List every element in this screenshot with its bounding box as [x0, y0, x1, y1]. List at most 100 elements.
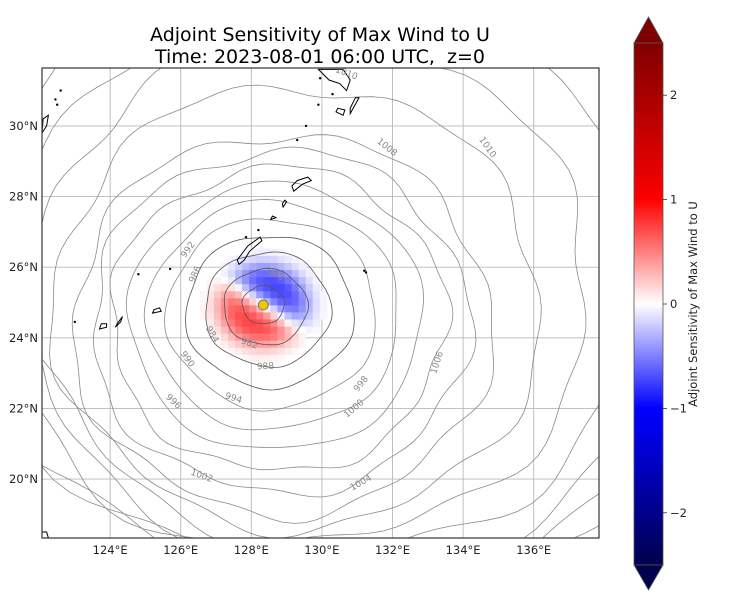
field-cell: [228, 255, 236, 263]
field-cell: [228, 297, 236, 306]
field-cell: [263, 248, 271, 256]
field-cell: [228, 347, 236, 355]
y-axis-ticks: 20°N 22°N 24°N 26°N 28°N 30°N: [9, 119, 38, 486]
field-cell: [277, 312, 285, 320]
isobar-980: [241, 285, 286, 324]
field-cell: [291, 290, 300, 299]
y-tick-label: 30°N: [9, 119, 38, 133]
field-cell: [319, 297, 328, 306]
field-cell: [277, 255, 285, 263]
isobar-1004: [42, 68, 599, 538]
field-cell: [206, 326, 215, 334]
field-cell: [221, 319, 229, 327]
field-cell: [270, 255, 278, 263]
field-cell: [277, 326, 285, 334]
field-cell: [242, 340, 250, 348]
field-cell: [249, 333, 257, 341]
field-cell: [206, 319, 215, 327]
y-tick-label: 28°N: [9, 190, 38, 204]
field-cell: [277, 297, 285, 306]
field-cell: [298, 333, 307, 341]
field-cell: [305, 312, 314, 320]
field-cell: [235, 333, 243, 341]
field-cell: [291, 283, 300, 292]
field-cell: [242, 304, 250, 313]
field-cell: [256, 319, 264, 327]
coastline-island: [335, 107, 346, 117]
field-cell: [242, 269, 250, 278]
field-cell: [284, 262, 292, 271]
field-cell: [213, 333, 222, 341]
field-cell: [228, 333, 236, 341]
field-cell: [263, 333, 271, 341]
field-cell: [277, 347, 285, 355]
field-cell: [298, 297, 307, 306]
field-cell: [298, 304, 307, 313]
field-cell: [249, 340, 257, 348]
field-cell: [284, 340, 292, 348]
field-cell: [213, 290, 222, 299]
field-cell: [277, 354, 285, 362]
x-tick-label: 126°E: [163, 543, 198, 557]
field-cell: [242, 248, 250, 256]
field-cell: [270, 290, 278, 299]
field-cell: [305, 319, 314, 327]
field-cell: [284, 297, 292, 306]
field-cell: [298, 340, 307, 348]
field-cell: [228, 262, 236, 271]
colorbar-tick-label: −1: [670, 401, 687, 415]
field-cell: [228, 269, 236, 278]
field-cell: [249, 248, 257, 256]
coastline-island: [42, 531, 49, 538]
field-cell: [277, 319, 285, 327]
field-cell: [291, 347, 300, 355]
field-cell: [221, 312, 229, 320]
field-cell: [277, 262, 285, 271]
field-cell: [256, 290, 264, 299]
field-cell: [199, 304, 208, 313]
field-cell: [235, 297, 243, 306]
field-cell: [213, 312, 222, 320]
field-cell: [298, 312, 307, 320]
field-cell: [291, 326, 300, 334]
coastline-islet: [168, 267, 172, 271]
coastline-islet: [73, 320, 77, 324]
field-cell: [305, 276, 314, 285]
field-cell: [256, 283, 264, 292]
field-cell: [284, 283, 292, 292]
field-cell: [256, 333, 264, 341]
field-cell: [213, 276, 222, 285]
field-cell: [249, 312, 257, 320]
field-cell: [263, 262, 271, 271]
field-cell: [312, 326, 321, 334]
coastline-islet: [244, 235, 248, 239]
field-cell: [319, 290, 328, 299]
field-cell: [284, 326, 292, 334]
colorbar-tick-label: 0: [670, 297, 677, 311]
field-cell: [206, 283, 215, 292]
field-cell: [228, 276, 236, 285]
field-cell: [256, 276, 264, 285]
x-tick-label: 134°E: [446, 543, 481, 557]
isobar-990: [143, 199, 397, 431]
field-cell: [270, 333, 278, 341]
y-tick-label: 26°N: [9, 260, 38, 274]
field-cell: [242, 255, 250, 263]
field-cell: [305, 297, 314, 306]
field-cell: [213, 283, 222, 292]
field-cell: [242, 276, 250, 285]
field-cell: [270, 340, 278, 348]
field-cell: [270, 304, 278, 313]
field-cell: [199, 312, 208, 320]
colorbar-tick-label: −2: [670, 506, 687, 520]
field-cell: [284, 319, 292, 327]
coastline-island: [269, 215, 278, 221]
field-cell: [298, 276, 307, 285]
field-cell: [284, 347, 292, 355]
field-cell: [263, 269, 271, 278]
field-cell: [305, 283, 314, 292]
field-cell: [291, 319, 300, 327]
contour-label: 988: [257, 362, 275, 373]
